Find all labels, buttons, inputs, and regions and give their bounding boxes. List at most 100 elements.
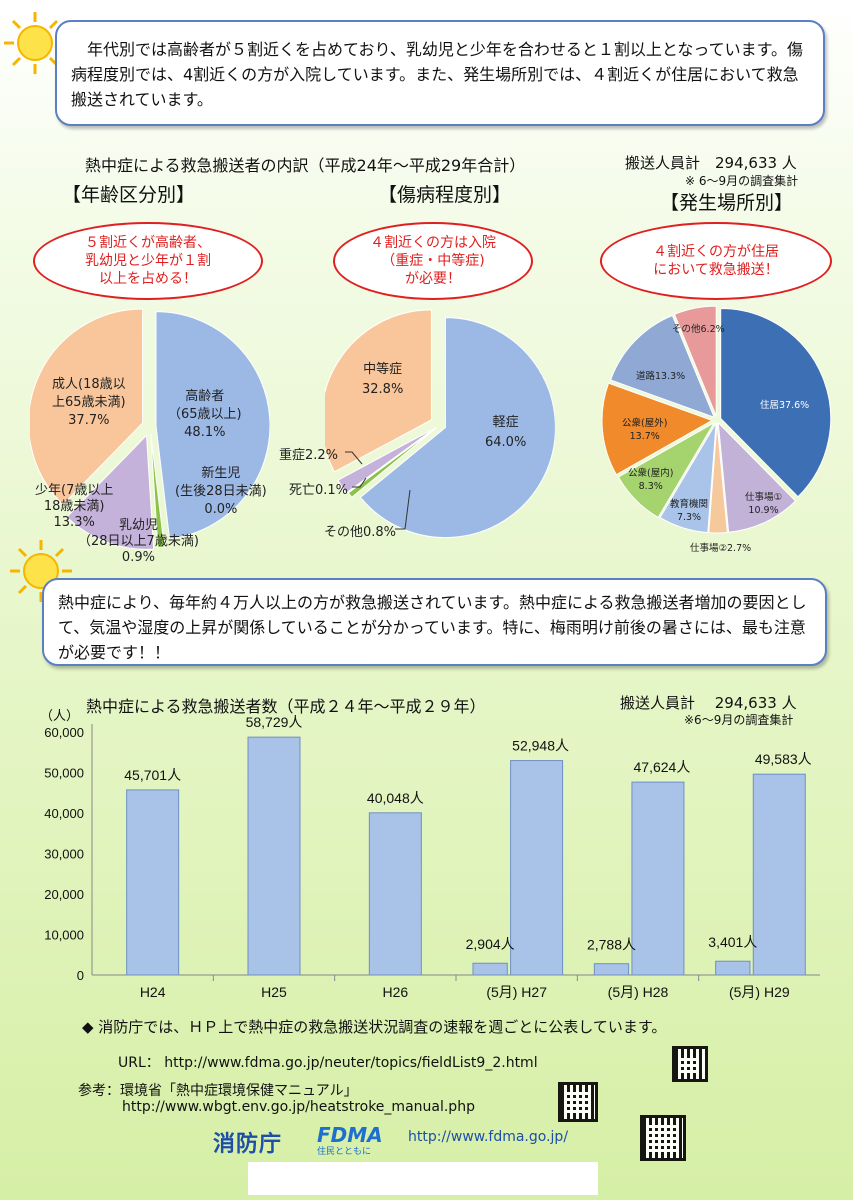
age-pie-chart	[30, 308, 270, 550]
bar-y-unit: （人）	[40, 708, 79, 723]
bar-y-tick: 50,000	[44, 766, 84, 781]
bar-chart-title: 熱中症による救急搬送者数（平成２４年～平成２９年）	[86, 697, 486, 716]
footer-site-url[interactable]: http://www.fdma.go.jp/	[408, 1129, 569, 1145]
location-label-road: 道路13.3%	[636, 371, 686, 382]
bar-chart: （人） 0 10,000 20,000 30,000 40,000 50,000 60,000…	[40, 708, 820, 1000]
intro-text: 年代別では高齢者が５割近くを占めており、乳幼児と少年を合わせると１割以上となって…	[71, 40, 804, 109]
bar-main	[126, 789, 180, 976]
pies-survey-note: ※ 6～9月の調査集計	[685, 174, 799, 188]
bar-x-category: H26	[382, 984, 408, 1000]
bar-main	[510, 760, 564, 976]
location-pie-slice-4	[617, 421, 716, 519]
bar-may-label: 3,401人	[708, 934, 757, 950]
bar-may	[472, 962, 508, 976]
location-pie-slice-1	[717, 421, 797, 533]
footer-ref-url[interactable]: http://www.wbgt.env.go.jp/heatstroke_man…	[122, 1099, 475, 1115]
location-label-other: その他6.2%	[672, 324, 725, 335]
bar-x-category: H24	[140, 984, 166, 1000]
bar-main-label: 47,624人	[634, 759, 691, 775]
location-label-public-out: 公衆(屋外) 13.7%	[622, 418, 668, 442]
bar-y-tick: 40,000	[44, 806, 84, 821]
bar-y-tick: 30,000	[44, 847, 84, 862]
severity-label-severe: 重症2.2%	[279, 448, 339, 463]
age-pie-slice-3	[66, 434, 155, 550]
bar-may-label: 2,904人	[466, 936, 515, 952]
severity-pie-slice-0	[359, 317, 555, 539]
footer-white-box	[248, 1162, 598, 1195]
age-label-newborn: 新生児 (生後28日未満) 0.0%	[175, 466, 267, 517]
bar-main-label: 49,583人	[755, 751, 812, 767]
bar-may	[593, 963, 630, 976]
severity-callout: ４割近くの方は入院 （重症・中等症) が必要！	[333, 222, 533, 300]
qr-code-icon[interactable]	[558, 1082, 598, 1122]
severity-label-moderate: 中等症 32.8%	[362, 362, 404, 397]
intro-callout: 年代別では高齢者が５割近くを占めており、乳幼児と少年を合わせると１割以上となって…	[55, 20, 825, 126]
bar-main	[752, 773, 806, 976]
notice-callout: 熱中症により、毎年約４万人以上の方が救急搬送されています。熱中症による救急搬送者…	[42, 578, 827, 666]
severity-pie-title: 【傷病程度別】	[378, 184, 512, 206]
bar-x-category: (5月) H29	[729, 984, 790, 1000]
pies-total: 搬送人員計 294,633 人	[625, 154, 797, 172]
severity-label-mild: 軽症 64.0%	[485, 415, 527, 450]
age-pie-slice-4	[30, 308, 144, 506]
footer-ref-label: 参考：環境省「熱中症環境保健マニュアル」	[78, 1083, 358, 1099]
location-callout: ４割近くの方が住居 において救急搬送！	[600, 222, 832, 300]
qr-code-icon[interactable]	[640, 1115, 686, 1161]
location-pie-slice-2	[708, 422, 728, 534]
age-callout: ５割近くが高齢者、 乳幼児と少年が１割 以上を占める！	[33, 222, 263, 300]
location-label-home: 住居37.6%	[760, 400, 810, 411]
pies-heading: 熱中症による救急搬送者の内訳（平成24年～平成29年合計）	[85, 156, 526, 175]
bar-may	[715, 960, 751, 976]
bar-chart-total: 搬送人員計 294,633 人	[620, 694, 797, 712]
bar-main-label: 40,048人	[367, 790, 424, 806]
bar-main-label: 52,948人	[512, 738, 569, 754]
footer-url-link[interactable]: http://www.fdma.go.jp/neuter/topics/fiel…	[164, 1055, 538, 1071]
bar-y-tick: 20,000	[44, 887, 84, 902]
location-label-work1: 仕事場① 10.9%	[745, 492, 783, 516]
notice-text: 熱中症により、毎年約４万人以上の方が救急搬送されています。熱中症による救急搬送者…	[58, 593, 807, 662]
location-label-work2: 仕事場②2.7%	[690, 543, 752, 554]
bar-main	[247, 736, 301, 976]
qr-code-icon[interactable]	[672, 1046, 708, 1082]
age-label-elderly: 高齢者 （65歳以上) 48.1%	[168, 389, 242, 440]
bar-main	[368, 812, 422, 976]
bar-y-tick: 60,000	[44, 725, 84, 740]
footer-announce: ◆ 消防庁では、ＨＰ上で熱中症の救急搬送状況調査の速報を週ごとに公表しています。	[82, 1018, 667, 1036]
age-label-youth: 少年(7歳以上 18歳未満) 13.3%	[35, 483, 114, 530]
severity-pie-slice-3	[337, 427, 436, 494]
footer-url-label: URL：	[118, 1055, 160, 1071]
bar-y-tick: 0	[77, 968, 84, 983]
severity-label-death: 死亡0.1%	[289, 483, 349, 498]
bar-main	[631, 781, 685, 976]
location-pie-chart	[601, 305, 832, 534]
location-pie-slice-7	[673, 305, 717, 417]
severity-label-other: その他0.8%	[324, 525, 397, 540]
bar-main-label: 58,729人	[246, 714, 303, 730]
severity-pie-chart	[325, 309, 555, 539]
bar-chart-survey-note: ※6～9月の調査集計	[684, 713, 794, 727]
location-pie-title: 【発生場所別】	[660, 192, 794, 214]
location-label-public-in: 公衆(屋内) 8.3%	[628, 468, 674, 492]
severity-leader-lines	[345, 451, 411, 530]
bar-x-category: H25	[261, 984, 287, 1000]
fdma-logo-en: FDMA 住民とともに	[317, 1123, 383, 1157]
severity-pie-slice-4	[325, 309, 432, 473]
fdma-logo-jp: 消防庁	[213, 1132, 283, 1157]
location-pie-slice-3	[659, 422, 717, 534]
sun-icon	[4, 12, 66, 74]
age-pie-slice-0	[155, 311, 270, 540]
bar-x-category: (5月) H28	[608, 984, 669, 1000]
bar-may-label: 2,788人	[587, 937, 636, 953]
bar-main-label: 45,701人	[124, 767, 181, 783]
age-pie-title: 【年齢区分別】	[62, 184, 196, 206]
bar-y-tick: 10,000	[44, 928, 84, 943]
location-pie-slice-5	[601, 382, 714, 476]
age-pie-slice-2	[150, 433, 165, 549]
location-label-school: 教育機関 7.3%	[670, 499, 709, 523]
age-label-adult: 成人(18歳以 上65歳未満) 37.7%	[52, 377, 126, 428]
age-label-infant: 乳幼児 （28日以上7歳未満) 0.9%	[78, 518, 199, 565]
footer-url-row: URL： http://www.fdma.go.jp/neuter/topics…	[118, 1052, 538, 1072]
bar-x-category: (5月) H27	[486, 984, 547, 1000]
location-pie-slice-6	[609, 314, 716, 419]
location-pie-slice-0	[720, 307, 832, 498]
